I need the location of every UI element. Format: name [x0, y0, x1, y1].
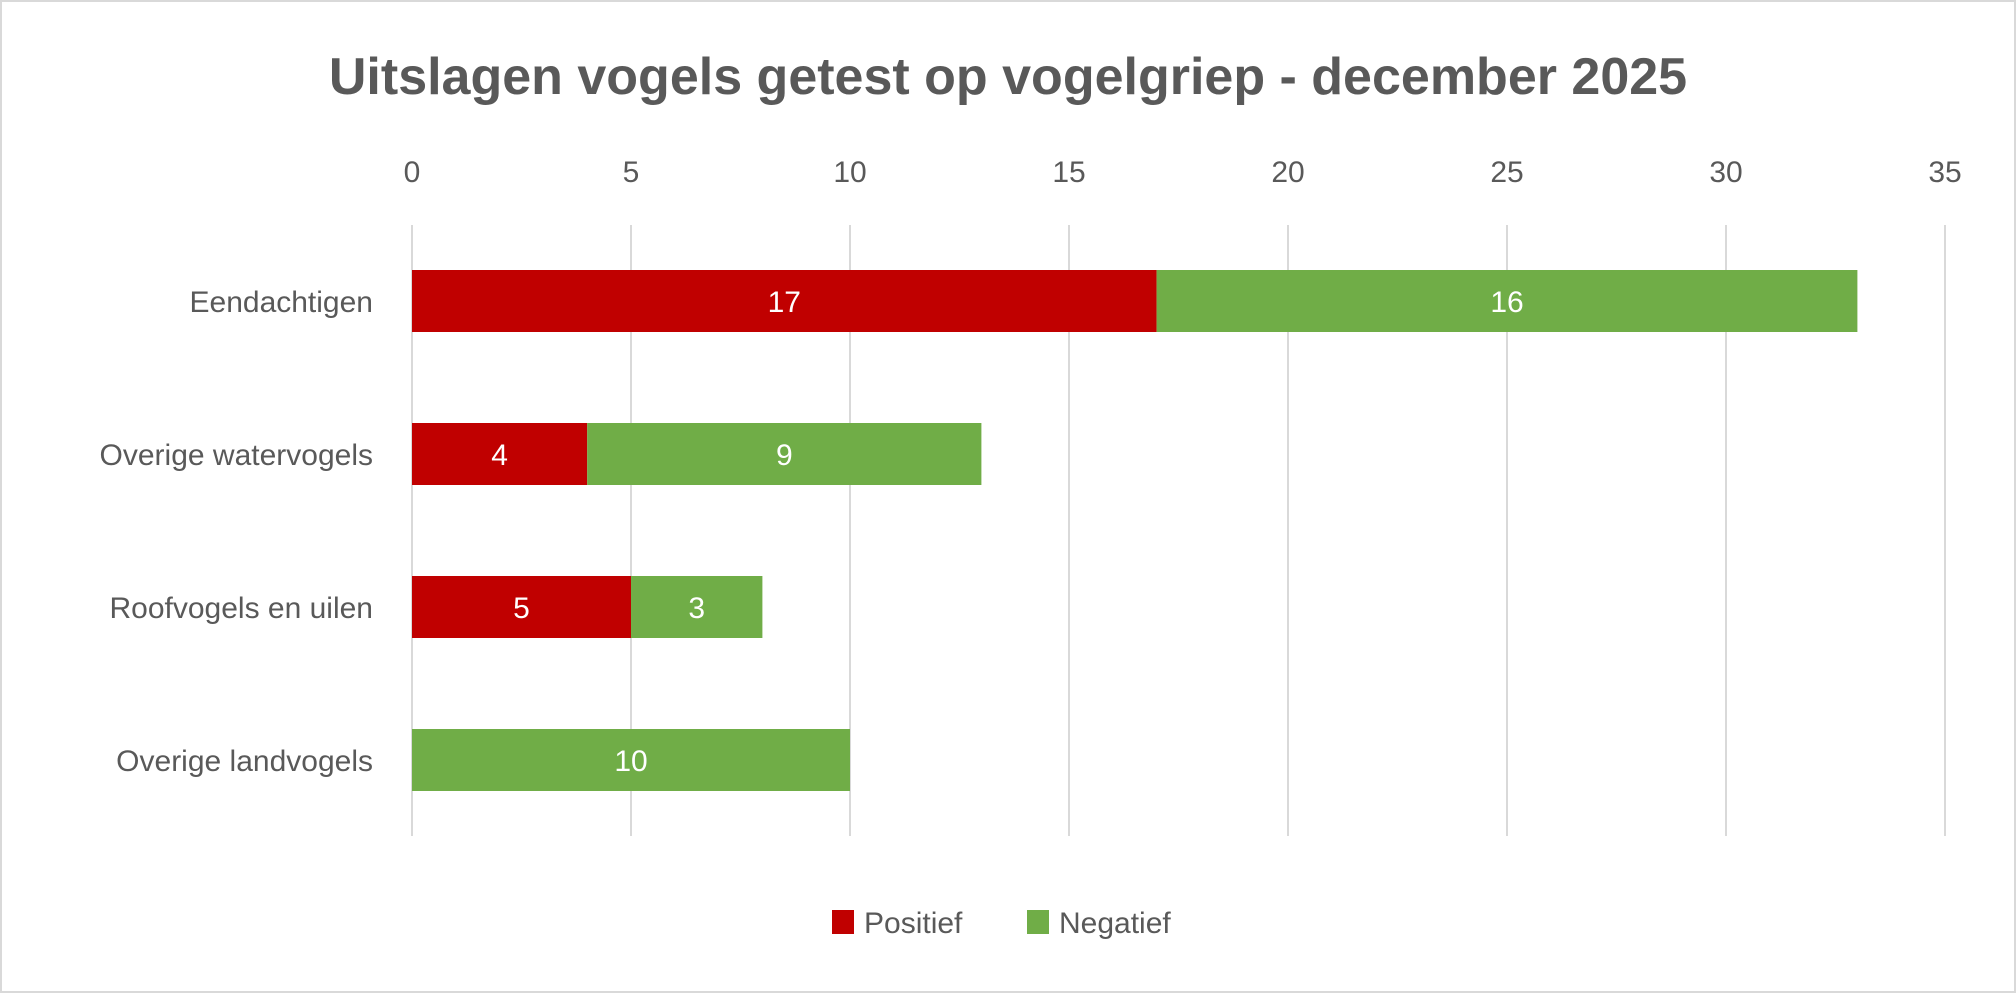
legend: Positief Negatief: [832, 907, 1171, 940]
data-label: 4: [491, 439, 508, 472]
data-label: 17: [768, 286, 801, 319]
x-tick-label: 30: [1709, 156, 1742, 189]
chart-title: Uitslagen vogels getest op vogelgriep - …: [329, 48, 1687, 106]
data-label: 9: [776, 439, 793, 472]
x-tick-label: 10: [833, 156, 866, 189]
bar-negatief: [587, 423, 982, 485]
category-label: Overige landvogels: [116, 745, 373, 778]
x-tick-label: 35: [1928, 156, 1961, 189]
x-tick-label: 15: [1052, 156, 1085, 189]
x-tick-label: 0: [404, 156, 421, 189]
bar-negatief: [1156, 270, 1858, 332]
bar-positief: [412, 270, 1157, 332]
category-label: Overige watervogels: [100, 439, 373, 472]
legend-swatch-negatief: [1027, 910, 1049, 934]
x-tick-label: 20: [1271, 156, 1304, 189]
bar-positief: [412, 423, 588, 485]
bar-negatief: [412, 729, 850, 791]
legend-label-negatief: Negatief: [1059, 907, 1171, 940]
bar-negatief: [631, 576, 763, 638]
legend-label-positief: Positief: [864, 907, 963, 940]
data-label: 3: [688, 592, 705, 625]
legend-swatch-positief: [832, 910, 854, 934]
data-label: 5: [513, 592, 530, 625]
x-tick-label: 25: [1490, 156, 1523, 189]
category-label: Eendachtigen: [190, 286, 374, 319]
data-label: 16: [1490, 286, 1523, 319]
data-label: 10: [614, 745, 647, 778]
bar-positief: [412, 576, 631, 638]
x-tick-label: 5: [623, 156, 640, 189]
category-label: Roofvogels en uilen: [109, 592, 373, 625]
